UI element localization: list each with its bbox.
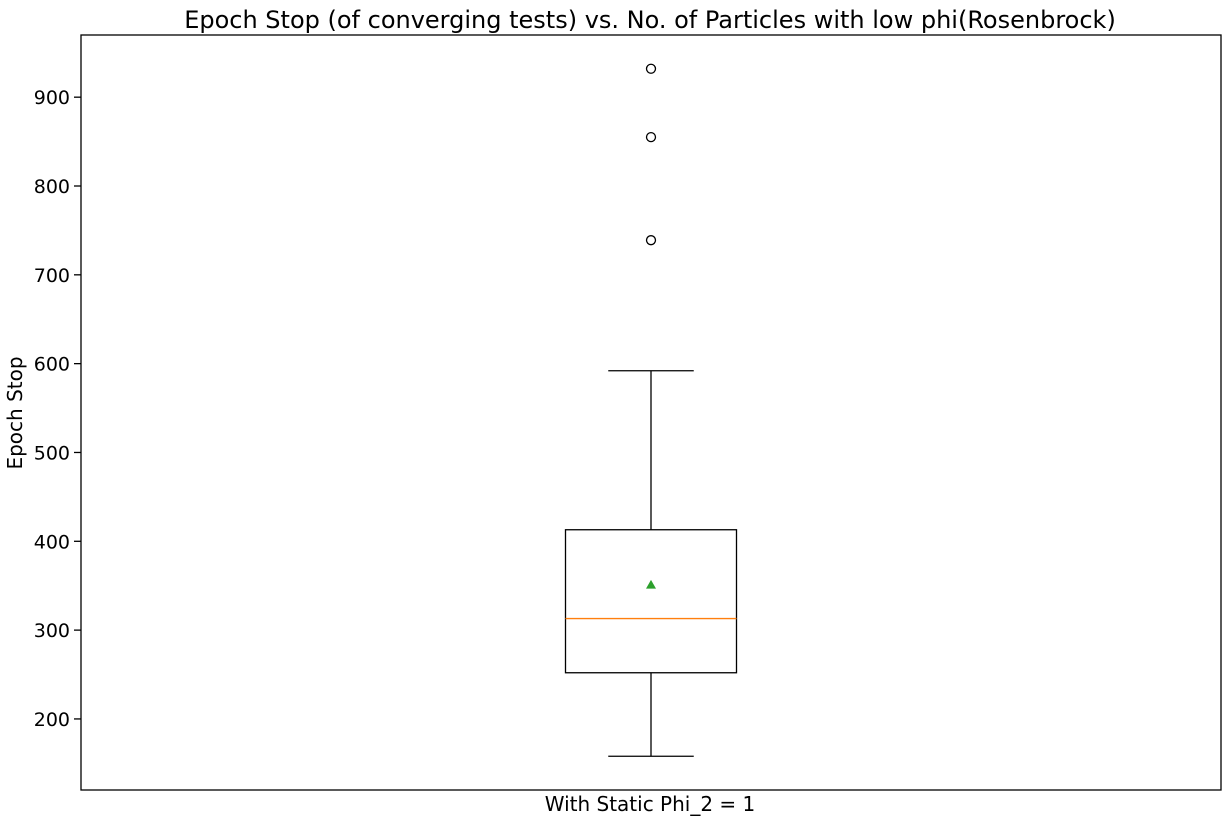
outlier-point — [645, 63, 657, 74]
y-tick-label: 500 — [34, 442, 70, 464]
y-tick-label: 900 — [34, 87, 70, 109]
x-axis-label: With Static Phi_2 = 1 — [545, 792, 756, 816]
box-plot-series — [564, 63, 738, 757]
y-tick-label: 800 — [34, 176, 70, 198]
y-axis-ticks: 200 300 400 500 600 700 800 900 — [34, 87, 81, 731]
y-tick-label: 400 — [34, 531, 70, 553]
outlier-point — [645, 131, 657, 143]
y-tick-label: 300 — [34, 620, 70, 642]
plot-area-frame — [80, 34, 1222, 791]
y-tick-label: 200 — [34, 709, 70, 731]
outlier-point — [645, 235, 657, 246]
y-tick-label: 700 — [34, 265, 70, 287]
y-tick-label: 600 — [34, 354, 70, 376]
y-axis-label: Epoch Stop — [3, 356, 27, 469]
interquartile-box — [564, 529, 738, 674]
mean-marker — [646, 579, 656, 589]
chart-title: Epoch Stop (of converging tests) vs. No.… — [184, 6, 1116, 34]
